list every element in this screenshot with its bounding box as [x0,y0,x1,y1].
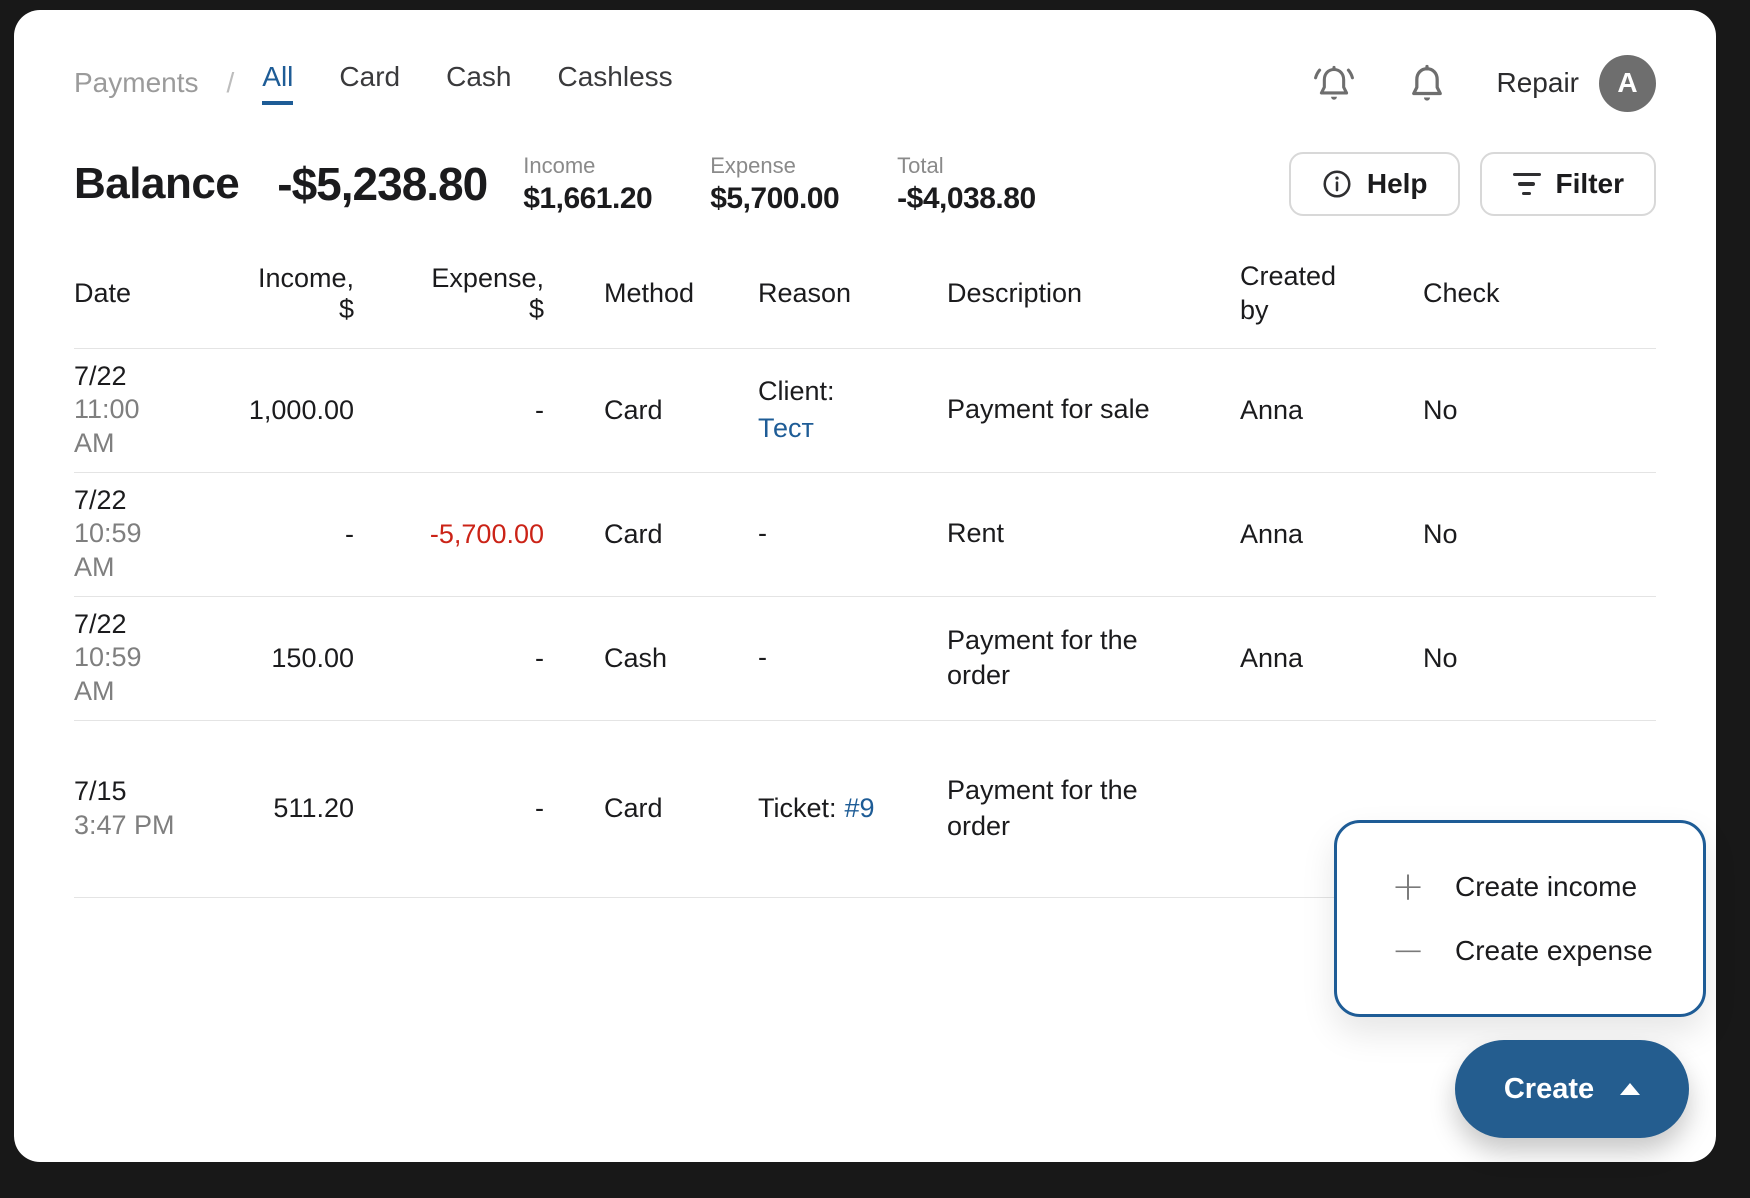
column-header-date: Date [74,278,132,309]
minus-icon: − [1391,927,1425,974]
cell-description: Rent [947,518,1005,549]
stat-income-label: Income [523,152,596,178]
tab-cash[interactable]: Cash [446,61,512,92]
user-name: Repair [1496,67,1579,98]
cell-expense: -5,700.00 [429,518,544,549]
cell-created-by: Anna [1240,642,1304,673]
balance-stats: Income $1,661.20 Expense $5,700.00 Total… [523,152,1036,216]
cell-created-by: Anna [1240,518,1304,549]
cell-check: No [1423,518,1458,549]
filter-button-label: Filter [1555,168,1624,199]
cell-reason: Ticket: #9 [758,792,875,823]
table-row[interactable]: 7/22 11:00 AM 1,000.00 - Card Client: Тес… [74,347,1656,472]
cell-expense: - [535,642,544,673]
menu-item-label: Create income [1455,870,1638,902]
breadcrumb[interactable]: Payments [74,67,199,98]
tab-cashless[interactable]: Cashless [557,61,673,92]
header-actions: Help Filter [1288,152,1656,216]
column-header-description: Description [947,278,1083,309]
topbar: Payments / All Card Cash Cashless [74,52,1656,114]
cell-method: Card [604,394,663,425]
cell-income: 150.00 [271,642,354,673]
menu-item-label: Create expense [1455,934,1653,966]
cell-created-by: Anna [1240,394,1304,425]
user-menu[interactable]: Repair A [1496,54,1656,112]
menu-item-create-income[interactable]: + Create income [1389,863,1703,910]
cell-method: Card [604,518,663,549]
filter-button[interactable]: Filter [1479,152,1656,216]
cell-reason: Client: Тест [744,374,934,446]
stat-expense: Expense $5,700.00 [710,153,839,216]
cell-description: Payment for the order [947,624,1138,690]
stat-income-value: $1,661.20 [523,181,653,215]
payments-table: Date Income, $ Expense, $ Method Reason De… [74,252,1656,898]
column-header-created-by: Created by [1240,261,1337,325]
plus-icon: + [1391,863,1425,910]
stat-expense-value: $5,700.00 [710,181,840,215]
table-header: Date Income, $ Expense, $ Method Reason De… [74,252,1656,348]
stat-total-value: -$4,038.80 [897,181,1036,215]
stat-total: Total -$4,038.80 [897,152,1036,216]
cell-description: Payment for the order [947,775,1138,841]
payment-tabs: All Card Cash Cashless [262,61,673,105]
tab-all[interactable]: All [262,61,294,105]
table-row[interactable]: 7/22 10:59 AM 150.00 - Cash - Payment fo… [74,595,1656,720]
breadcrumb-separator: / [226,67,235,98]
stat-total-label: Total [897,152,944,178]
column-header-reason: Reason [758,278,852,309]
cell-date: 7/22 10:59 AM [74,485,142,582]
avatar[interactable]: A [1599,54,1656,112]
cell-date: 7/22 11:00 AM [74,361,140,458]
cell-check: No [1423,394,1458,425]
payments-page: Payments / All Card Cash Cashless [14,10,1716,1162]
stat-expense-label: Expense [710,152,796,178]
column-header-expense: Expense, $ [431,262,544,324]
cell-method: Card [604,793,663,823]
column-header-method: Method [604,278,695,309]
cell-income: 1,000.00 [248,394,354,425]
cell-income: - [345,518,354,549]
chevron-up-icon [1620,1083,1641,1095]
table-row[interactable]: 7/22 10:59 AM - -5,700.00 Card - Rent An… [74,471,1656,596]
cell-expense: - [535,793,544,823]
info-icon [1321,168,1353,200]
cell-date: 7/22 10:59 AM [74,609,142,706]
balance-section: Balance -$5,238.80 Income $1,661.20 Expe… [74,152,1656,216]
column-header-income: Income, $ [257,262,354,324]
cell-description: Payment for sale [947,394,1150,425]
filter-icon [1512,172,1542,196]
cell-method: Cash [604,642,668,673]
table-row[interactable]: 7/15 3:47 PM 511.20 - Card Ticket: #9 Pay… [74,719,1656,898]
create-menu-popup: + Create income − Create expense [1334,820,1706,1017]
bell-icon[interactable] [1407,62,1447,104]
balance-value: -$5,238.80 [277,158,488,210]
stat-income: Income $1,661.20 [523,153,652,216]
cell-date: 7/15 3:47 PM [74,776,175,840]
balance-label: Balance [74,159,240,208]
help-button-label: Help [1366,168,1428,199]
client-link[interactable]: Тест [758,413,814,443]
column-header-check: Check [1423,278,1500,309]
create-button[interactable]: Create [1455,1040,1689,1138]
topbar-right: Repair A [1311,54,1656,112]
cell-reason: - [758,642,767,673]
cell-check: No [1423,642,1458,673]
tab-card[interactable]: Card [339,61,401,92]
cell-reason: - [758,518,767,549]
ticket-link[interactable]: #9 [844,792,875,823]
ringing-bell-icon[interactable] [1311,62,1357,104]
cell-income: 511.20 [273,793,354,823]
help-button[interactable]: Help [1288,152,1460,216]
menu-item-create-expense[interactable]: − Create expense [1389,927,1703,974]
create-button-label: Create [1503,1072,1595,1105]
cell-expense: - [535,394,544,425]
